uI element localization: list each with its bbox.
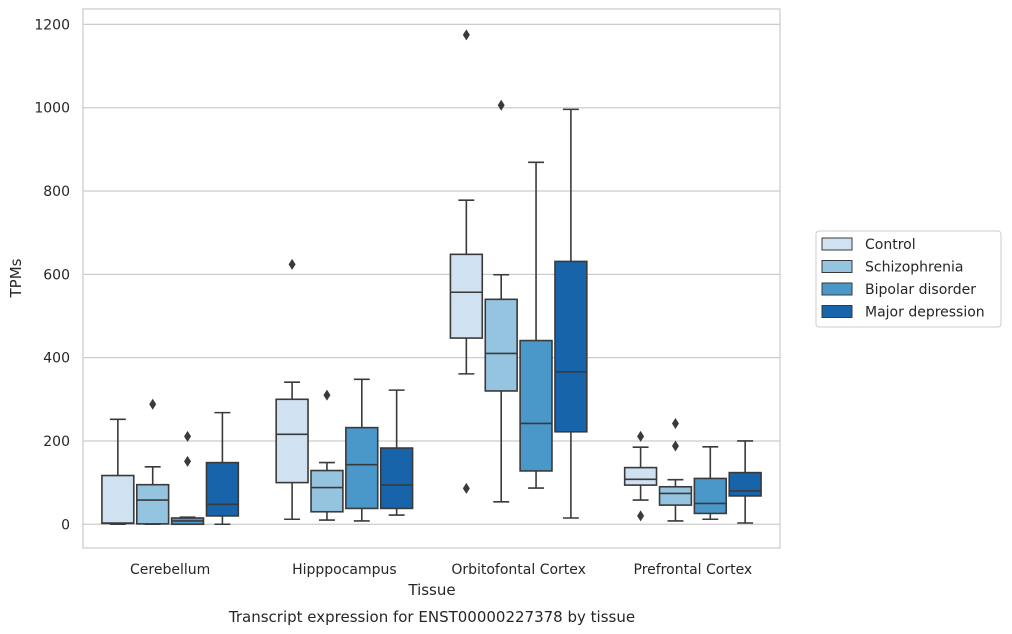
outlier-point <box>671 417 679 429</box>
legend-swatch <box>821 237 853 251</box>
legend: Control Schizophrenia Bipolar disorder Majo… <box>815 230 1002 328</box>
plot-background <box>83 9 780 548</box>
box <box>135 483 170 525</box>
y-tick-label: 200 <box>43 434 70 450</box>
y-tick-label: 400 <box>43 351 70 367</box>
box <box>554 260 588 433</box>
y-axis-label: TPMs <box>7 258 25 298</box>
box-series-group <box>101 29 762 526</box>
x-tick-label: Cerebellum <box>130 562 210 578</box>
y-tick-label: 1200 <box>34 17 70 33</box>
chart-caption: Transcript expression for ENST0000022737… <box>228 608 635 626</box>
box <box>693 477 728 515</box>
box <box>623 466 658 486</box>
legend-entry: Control <box>865 237 916 253</box>
outlier-point <box>184 455 192 467</box>
legend-entry: Bipolar disorder <box>865 282 976 298</box>
box <box>345 426 379 510</box>
y-tick-label: 800 <box>43 184 70 200</box>
box <box>310 469 344 513</box>
y-tick-label: 600 <box>43 267 70 283</box>
x-tick-label: Orbitofontal Cortex <box>451 562 586 578</box>
box <box>205 461 240 517</box>
box <box>379 447 414 510</box>
outlier-point <box>149 398 157 410</box>
legend-entry: Schizophrenia <box>865 260 963 276</box>
box <box>519 339 553 472</box>
legend-frame <box>815 230 1002 328</box>
outlier-point <box>497 99 505 111</box>
plot-frame <box>82 8 781 549</box>
outlier-point <box>637 430 645 442</box>
x-tick-label: Prefrontal Cortex <box>634 562 753 578</box>
outlier-point <box>288 258 296 270</box>
outlier-point <box>462 29 470 41</box>
legend-entry: Major depression <box>865 305 985 321</box>
series-control <box>101 29 658 526</box>
x-axis-label: Tissue <box>407 581 455 599</box>
series-schizophrenia <box>135 99 693 526</box>
legend-swatch <box>821 305 853 318</box>
legend-swatch <box>821 260 853 273</box>
legend-swatch <box>821 282 853 296</box>
x-tick-labels: Cerebellum Hipppocampus Orbitofontal Corte… <box>130 562 752 578</box>
box <box>101 474 135 525</box>
gridlines <box>83 23 780 525</box>
box <box>728 471 762 497</box>
series-bipolar-disorder <box>170 161 728 526</box>
box <box>658 485 693 506</box>
y-tick-label: 0 <box>61 517 70 533</box>
outlier-point <box>637 510 645 522</box>
box <box>275 398 309 484</box>
outlier-point <box>671 440 679 452</box>
outlier-point <box>323 389 331 401</box>
outlier-point <box>184 430 192 442</box>
y-tick-labels: 0 200 400 600 800 1000 1200 <box>34 17 70 533</box>
x-tick-label: Hipppocampus <box>292 562 397 578</box>
box <box>449 253 484 339</box>
box <box>484 298 518 392</box>
outlier-point <box>462 482 470 494</box>
y-tick-label: 1000 <box>34 101 70 117</box>
series-major-depression <box>205 108 762 526</box>
